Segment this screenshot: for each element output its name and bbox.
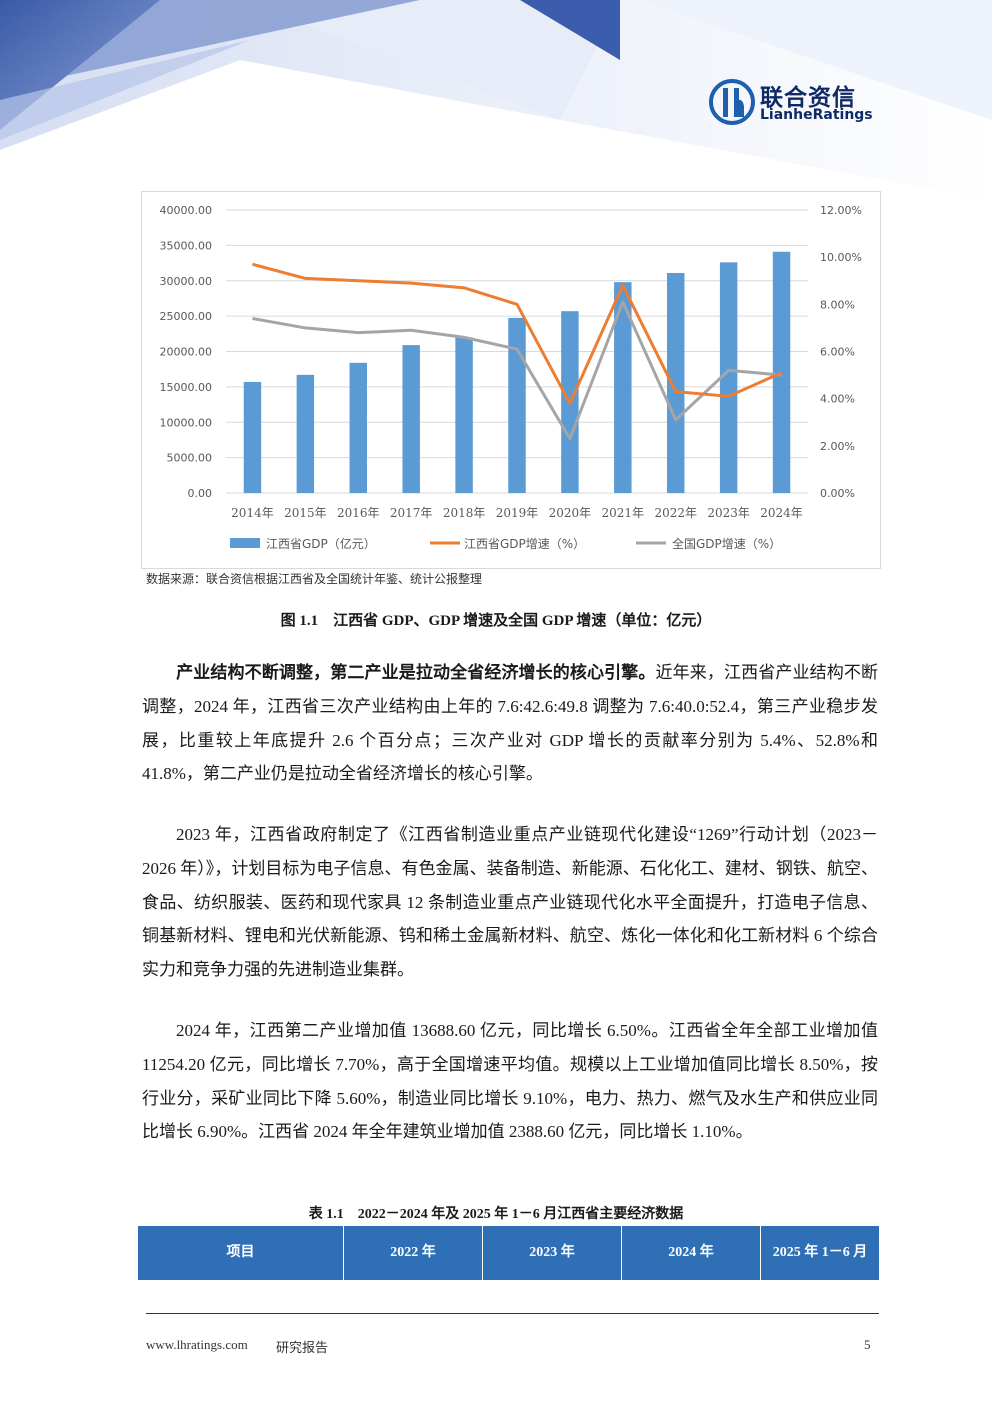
footer-report-type: 研究报告 (276, 1340, 329, 1355)
gdp-bar (666, 272, 685, 493)
legend-label: 江西省GDP（亿元） (266, 536, 376, 551)
y-right-tick-label: 6.00% (820, 346, 855, 359)
table-header-row: 项目 2022 年 2023 年 2024 年 2025 年 1－6 月 (137, 1225, 880, 1281)
header-decoration (0, 0, 992, 200)
logo-english-text: LianheRatings (760, 107, 873, 123)
y-right-tick-label: 0.00% (820, 487, 855, 500)
table-header-cell: 2023 年 (482, 1225, 622, 1281)
economic-data-table: 项目 2022 年 2023 年 2024 年 2025 年 1－6 月 (137, 1225, 880, 1281)
paragraph-1: 产业结构不断调整，第二产业是拉动全省经济增长的核心引擎。近年来，江西省产业结构不… (142, 656, 878, 791)
paragraph-1-lead: 产业结构不断调整，第二产业是拉动全省经济增长的核心引擎。 (176, 663, 656, 682)
y-left-tick-label: 30000.00 (160, 275, 213, 288)
legend-swatch-bar (230, 538, 260, 548)
paragraph-1-body: 近年来，江西省产业结构不断调整，2024 年，江西省三次产业结构由上年的 7.6… (142, 663, 879, 784)
figure-caption: 图 1.1 江西省 GDP、GDP 增速及全国 GDP 增速（单位：亿元） (280, 613, 712, 629)
gdp-bar (719, 262, 738, 493)
source-note: 数据来源：联合资信根据江西省及全国统计年鉴、统计公报整理 (146, 572, 483, 586)
x-tick-label: 2019年 (496, 506, 539, 520)
gdp-chart: 0.00 5000.00 10000.00 15000.00 20000.00 25000… (141, 191, 881, 569)
gdp-bar (349, 362, 368, 493)
y-right-tick-label: 4.00% (820, 393, 855, 406)
x-tick-label: 2020年 (549, 506, 592, 520)
y-left-tick-label: 5000.00 (167, 452, 213, 465)
gdp-chart-svg: 0.00 5000.00 10000.00 15000.00 20000.00 25000… (160, 204, 862, 551)
legend-label: 全国GDP增速（%） (672, 536, 781, 551)
y-left-tick-label: 20000.00 (160, 346, 213, 359)
paragraph-2-text: 2023 年，江西省政府制定了《江西省制造业重点产业链现代化建设“1269”行动… (142, 825, 878, 980)
y-right-tick-label: 10.00% (820, 251, 862, 264)
y-left-tick-label: 15000.00 (160, 381, 213, 394)
y-right-tick-label: 2.00% (820, 440, 855, 453)
company-logo: 联合资信 LianheRatings (708, 76, 888, 132)
table-header-cell: 2024 年 (621, 1225, 761, 1281)
x-tick-label: 2021年 (602, 506, 645, 520)
table-header-cell: 项目 (137, 1225, 344, 1281)
x-tick-label: 2023年 (707, 506, 750, 520)
x-tick-label: 2015年 (284, 506, 327, 520)
footer-website[interactable]: www.lhratings.com (146, 1337, 248, 1352)
y-left-tick-label: 10000.00 (160, 416, 213, 429)
y-left-tick-label: 0.00 (188, 487, 213, 500)
x-tick-label: 2024年 (760, 506, 803, 520)
y-right-tick-label: 12.00% (820, 204, 862, 217)
gdp-bar (243, 381, 262, 493)
y-left-tick-label: 35000.00 (160, 239, 213, 252)
footer-divider (146, 1313, 879, 1314)
y-left-tick-label: 40000.00 (160, 204, 213, 217)
gdp-bar (402, 345, 420, 493)
national-gdp-growth-line (252, 300, 782, 441)
gdp-bar (455, 337, 473, 493)
paragraph-3: 2024 年，江西第二产业增加值 13688.60 亿元，同比增长 6.50%。… (142, 1014, 878, 1149)
logo-mark-icon (709, 79, 755, 125)
legend-label: 江西省GDP增速（%） (464, 537, 585, 551)
gdp-bar (614, 282, 632, 493)
jiangxi-gdp-growth-line (252, 262, 783, 405)
paragraph-2: 2023 年，江西省政府制定了《江西省制造业重点产业链现代化建设“1269”行动… (142, 818, 878, 987)
gdp-bar (508, 317, 526, 493)
logo-chinese-text: 联合资信 (760, 85, 856, 111)
x-tick-label: 2022年 (654, 506, 697, 520)
table-header-cell: 2025 年 1－6 月 (760, 1225, 880, 1281)
x-tick-label: 2017年 (390, 506, 433, 520)
gdp-bar (772, 251, 791, 493)
x-tick-label: 2016年 (337, 506, 380, 520)
table-caption: 表 1.1 2022－2024 年及 2025 年 1－6 月江西省主要经济数据 (308, 1207, 684, 1222)
x-tick-label: 2014年 (231, 506, 274, 520)
y-left-tick-label: 25000.00 (160, 310, 213, 323)
x-tick-label: 2018年 (443, 506, 486, 520)
gdp-bar (296, 374, 315, 493)
paragraph-3-text: 2024 年，江西第二产业增加值 13688.60 亿元，同比增长 6.50%。… (142, 1021, 878, 1142)
table-header-cell: 2022 年 (343, 1225, 483, 1281)
page-number: 5 (864, 1337, 871, 1352)
y-right-tick-label: 8.00% (820, 298, 855, 311)
